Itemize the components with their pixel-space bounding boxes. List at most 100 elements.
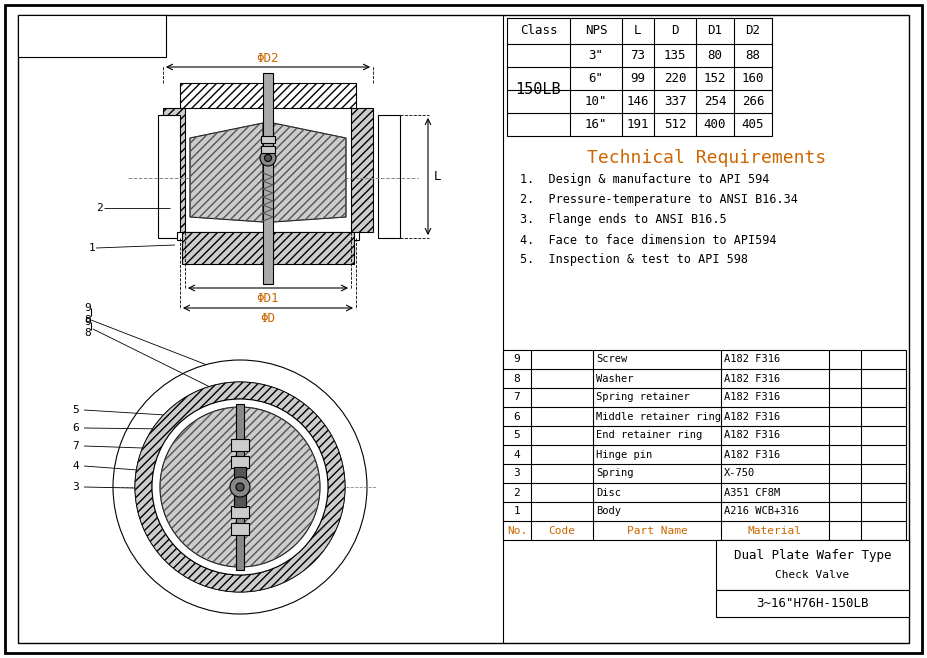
Text: 2.  Pressure-temperature to ANSI B16.34: 2. Pressure-temperature to ANSI B16.34 — [520, 193, 798, 207]
Circle shape — [236, 483, 244, 491]
Text: 1: 1 — [88, 243, 95, 253]
Text: 220: 220 — [664, 72, 686, 85]
Text: 6": 6" — [589, 72, 603, 85]
Text: Class: Class — [520, 24, 557, 38]
Text: ΦD1: ΦD1 — [257, 291, 279, 305]
Bar — [158, 115, 180, 238]
Text: 4: 4 — [514, 449, 520, 459]
Text: Spring: Spring — [596, 468, 633, 478]
Bar — [716, 540, 909, 590]
Text: A351 CF8M: A351 CF8M — [724, 488, 781, 497]
Text: 160: 160 — [742, 72, 764, 85]
Bar — [261, 146, 275, 153]
Text: Hinge pin: Hinge pin — [596, 449, 653, 459]
Text: 7: 7 — [514, 393, 520, 403]
Text: 6: 6 — [514, 411, 520, 422]
Text: Spring retainer: Spring retainer — [596, 393, 690, 403]
Text: 5: 5 — [514, 430, 520, 440]
Text: 88: 88 — [745, 49, 760, 62]
Text: Code: Code — [549, 526, 576, 536]
Text: Disc: Disc — [596, 488, 621, 497]
Text: 152: 152 — [704, 72, 726, 85]
Text: A216 WCB+316: A216 WCB+316 — [724, 507, 799, 517]
Text: 135: 135 — [664, 49, 686, 62]
Bar — [236, 404, 244, 570]
Text: Body: Body — [596, 507, 621, 517]
Circle shape — [264, 155, 272, 161]
Text: 73: 73 — [630, 49, 645, 62]
Text: Middle retainer ring: Middle retainer ring — [596, 411, 721, 422]
Text: 9: 9 — [84, 317, 92, 327]
Text: Check Valve: Check Valve — [775, 570, 850, 580]
Text: 10": 10" — [585, 95, 607, 108]
Text: A182 F316: A182 F316 — [724, 355, 781, 365]
Text: 254: 254 — [704, 95, 726, 108]
Bar — [231, 523, 249, 535]
Text: 1: 1 — [514, 507, 520, 517]
Text: D2: D2 — [745, 24, 760, 38]
Text: 2: 2 — [514, 488, 520, 497]
Text: 3.  Flange ends to ANSI B16.5: 3. Flange ends to ANSI B16.5 — [520, 213, 727, 226]
Text: 8: 8 — [84, 328, 92, 338]
Text: 3": 3" — [589, 49, 603, 62]
Text: 6: 6 — [72, 423, 80, 433]
Text: A182 F316: A182 F316 — [724, 374, 781, 384]
Text: 3: 3 — [514, 468, 520, 478]
Text: 191: 191 — [627, 118, 649, 131]
Bar — [716, 590, 909, 617]
Text: A182 F316: A182 F316 — [724, 430, 781, 440]
Polygon shape — [160, 407, 240, 567]
Text: End retainer ring: End retainer ring — [596, 430, 703, 440]
Bar — [234, 467, 246, 479]
Text: D: D — [671, 24, 679, 38]
Text: 9: 9 — [84, 303, 92, 313]
Text: A182 F316: A182 F316 — [724, 411, 781, 422]
Text: X-750: X-750 — [724, 468, 756, 478]
Text: 5: 5 — [72, 405, 80, 415]
Circle shape — [152, 399, 328, 575]
Text: 337: 337 — [664, 95, 686, 108]
Text: NPS: NPS — [585, 24, 607, 38]
Text: 7: 7 — [72, 441, 80, 451]
Text: 9: 9 — [514, 355, 520, 365]
Bar — [231, 506, 249, 518]
Text: Material: Material — [748, 526, 802, 536]
Text: Washer: Washer — [596, 374, 633, 384]
Circle shape — [260, 150, 276, 166]
Bar — [177, 232, 359, 240]
Bar — [263, 73, 273, 284]
Bar — [503, 350, 906, 540]
Circle shape — [113, 360, 367, 614]
Text: Dual Plate Wafer Type: Dual Plate Wafer Type — [734, 549, 891, 561]
Text: ΦD2: ΦD2 — [257, 51, 279, 64]
Text: Screw: Screw — [596, 355, 628, 365]
Bar — [351, 108, 373, 232]
Text: 5.  Inspection & test to API 598: 5. Inspection & test to API 598 — [520, 253, 748, 266]
Text: 2: 2 — [96, 203, 103, 213]
Text: L: L — [434, 170, 442, 183]
Text: ΦD: ΦD — [260, 311, 275, 324]
Bar — [261, 136, 275, 143]
Polygon shape — [240, 407, 320, 567]
Text: 150LB: 150LB — [515, 82, 562, 97]
Bar — [231, 456, 249, 468]
Text: L: L — [634, 24, 641, 38]
Bar — [18, 15, 166, 57]
Text: 3~16"H76H-150LB: 3~16"H76H-150LB — [756, 597, 869, 610]
Text: 146: 146 — [627, 95, 649, 108]
Text: 405: 405 — [742, 118, 764, 131]
Text: 80: 80 — [707, 49, 722, 62]
Bar — [180, 83, 356, 108]
Text: A182 F316: A182 F316 — [724, 449, 781, 459]
Text: 400: 400 — [704, 118, 726, 131]
Text: 3: 3 — [72, 482, 80, 492]
Text: 1.  Design & manufacture to API 594: 1. Design & manufacture to API 594 — [520, 174, 769, 186]
Text: Part Name: Part Name — [627, 526, 688, 536]
Text: 8: 8 — [84, 315, 92, 325]
Bar — [182, 240, 354, 256]
Text: Technical Requirements: Technical Requirements — [588, 149, 827, 167]
Polygon shape — [135, 382, 345, 592]
Text: 16": 16" — [585, 118, 607, 131]
Bar — [231, 439, 249, 451]
Text: A182 F316: A182 F316 — [724, 393, 781, 403]
